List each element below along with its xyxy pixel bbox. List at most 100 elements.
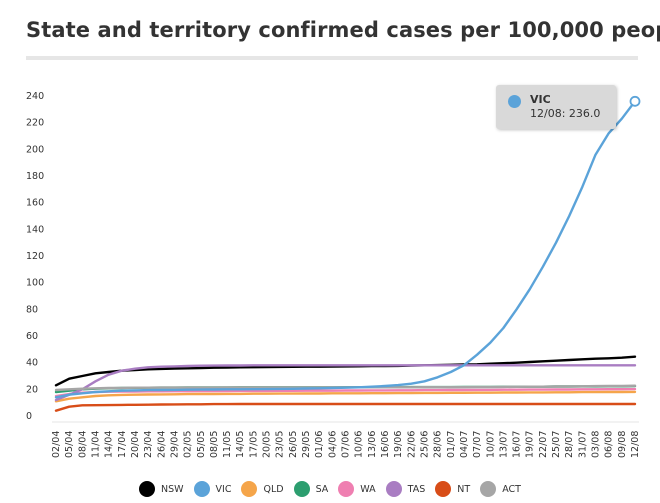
x-tick-label: 25/06 xyxy=(419,431,430,458)
y-tick-label: 60 xyxy=(26,331,38,342)
y-tick-label: 140 xyxy=(26,224,44,235)
x-tick-label: 22/06 xyxy=(406,431,417,458)
series-line-nsw xyxy=(54,355,637,387)
x-tick-label: 11/04 xyxy=(90,431,101,458)
legend-marker xyxy=(435,481,452,497)
y-tick-label: 0 xyxy=(26,411,32,422)
legend-marker xyxy=(293,481,310,497)
x-tick-label: 08/04 xyxy=(77,431,88,458)
legend-marker xyxy=(338,481,355,497)
marker-layer xyxy=(629,95,641,107)
x-tick-label: 11/05 xyxy=(222,431,233,458)
legend-label: NT xyxy=(457,483,471,495)
x-tick-label: 23/05 xyxy=(275,431,286,458)
legend-label: TAS xyxy=(407,483,426,495)
y-tick-label: 100 xyxy=(26,278,44,289)
x-tick-label: 16/06 xyxy=(380,431,391,458)
x-tick-label: 05/04 xyxy=(64,431,75,458)
x-tick-label: 19/06 xyxy=(393,431,404,458)
series-line-tas xyxy=(54,364,637,402)
x-tick-label: 20/04 xyxy=(130,431,141,458)
y-tick-label: 20 xyxy=(26,384,38,395)
series-line-wa xyxy=(54,387,637,398)
y-tick-label: 80 xyxy=(26,304,38,315)
x-tick-label: 29/05 xyxy=(301,431,312,458)
legend-label: SA xyxy=(315,483,329,495)
legend-label: NSW xyxy=(161,483,184,495)
legend-marker xyxy=(385,481,402,497)
y-tick-label: 180 xyxy=(26,171,44,182)
x-tick-label: 22/07 xyxy=(538,431,549,458)
legend-marker xyxy=(139,481,156,497)
x-tick-label: 28/07 xyxy=(564,431,575,458)
x-tick-label: 01/07 xyxy=(446,431,457,458)
legend-item-nt[interactable]: NT xyxy=(435,481,470,497)
chart-title: State and territory confirmed cases per … xyxy=(26,18,660,42)
legend-marker xyxy=(241,481,258,497)
vic-hover-marker xyxy=(629,95,641,107)
x-tick-label: 01/06 xyxy=(314,431,325,458)
legend-label: VIC xyxy=(215,483,232,495)
tooltip-series-dot xyxy=(508,95,521,108)
title-divider xyxy=(26,56,638,60)
x-tick-label: 17/05 xyxy=(248,431,259,458)
legend-label: QLD xyxy=(263,483,284,495)
x-tick-label: 10/07 xyxy=(485,431,496,458)
x-tick-label: 02/05 xyxy=(183,431,194,458)
x-tick-label: 17/04 xyxy=(117,431,128,458)
series-layer xyxy=(54,100,637,412)
x-tick-label: 14/04 xyxy=(104,431,115,458)
tooltip: VIC 12/08: 236.0 xyxy=(496,85,616,129)
legend-label: WA xyxy=(360,483,376,495)
x-tick-label: 29/04 xyxy=(169,431,180,458)
legend-item-act[interactable]: ACT xyxy=(480,481,521,497)
x-axis-ticks: 02/04 05/04 08/04 11/04 14/04 17/04 20/04 23/04… xyxy=(51,431,641,458)
y-tick-label: 160 xyxy=(26,198,44,209)
x-tick-label: 20/05 xyxy=(262,431,273,458)
y-axis-ticks: 0 20 40 60 80 100 120 140 160 180 200 220 240 xyxy=(26,91,44,422)
x-tick-label: 04/07 xyxy=(459,431,470,458)
legend-label: ACT xyxy=(502,483,521,495)
x-tick-label: 31/07 xyxy=(577,431,588,458)
y-tick-label: 120 xyxy=(26,251,44,262)
y-tick-label: 40 xyxy=(26,358,38,369)
x-tick-label: 14/05 xyxy=(235,431,246,458)
x-tick-label: 13/06 xyxy=(367,431,378,458)
x-tick-label: 07/06 xyxy=(341,431,352,458)
legend-item-sa[interactable]: SA xyxy=(293,481,329,497)
x-tick-label: 03/08 xyxy=(591,431,602,458)
x-tick-label: 08/05 xyxy=(209,431,220,458)
x-tick-label: 06/08 xyxy=(604,431,615,458)
x-tick-label: 16/07 xyxy=(512,431,523,458)
x-tick-label: 12/08 xyxy=(630,431,641,458)
x-tick-label: 13/07 xyxy=(498,431,509,458)
x-tick-label: 05/05 xyxy=(196,431,207,458)
legend-marker xyxy=(480,481,497,497)
legend-item-wa[interactable]: WA xyxy=(338,481,376,497)
series-line-vic xyxy=(54,100,637,399)
x-tick-label: 19/07 xyxy=(525,431,536,458)
x-tick-label: 26/05 xyxy=(288,431,299,458)
y-tick-label: 200 xyxy=(26,144,44,155)
legend: NSW VIC QLD SA WA TAS NT ACT xyxy=(0,481,660,500)
legend-item-vic[interactable]: VIC xyxy=(193,481,232,497)
legend-item-qld[interactable]: QLD xyxy=(241,481,284,497)
tooltip-value: 12/08: 236.0 xyxy=(530,107,601,120)
x-tick-label: 07/07 xyxy=(472,431,483,458)
legend-item-nsw[interactable]: NSW xyxy=(139,481,184,497)
legend-marker xyxy=(193,481,210,497)
legend-item-tas[interactable]: TAS xyxy=(385,481,426,497)
series-line-nt xyxy=(54,402,637,412)
x-tick-label: 25/07 xyxy=(551,431,562,458)
x-tick-label: 28/06 xyxy=(433,431,444,458)
x-tick-label: 26/04 xyxy=(156,431,167,458)
y-tick-label: 220 xyxy=(26,118,44,129)
series-line-qld xyxy=(54,390,637,403)
y-tick-label: 240 xyxy=(26,91,44,102)
x-tick-label: 04/06 xyxy=(327,431,338,458)
x-tick-label: 23/04 xyxy=(143,431,154,458)
x-tick-label: 02/04 xyxy=(51,431,62,458)
x-tick-label: 10/06 xyxy=(354,431,365,458)
x-tick-label: 09/08 xyxy=(617,431,628,458)
